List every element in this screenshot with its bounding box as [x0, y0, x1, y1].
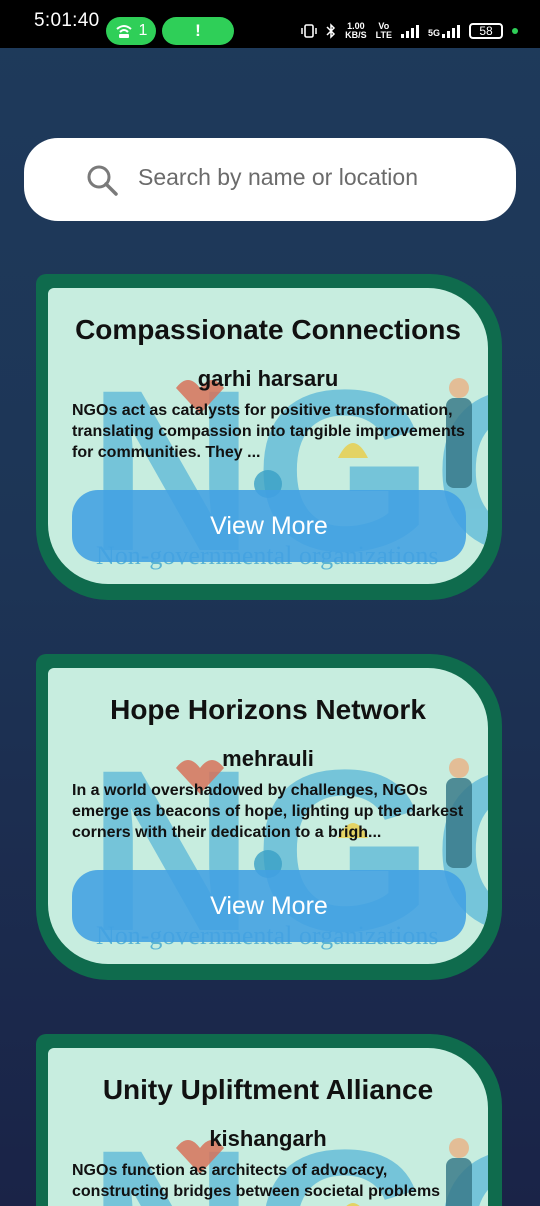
card-description: NGOs act as catalysts for positive trans… [72, 402, 465, 461]
alert-indicator[interactable]: ! [162, 17, 234, 45]
status-bar: 5:01:40 1 ! 1.00 KB/S Vo LTE [0, 0, 540, 48]
volte-bottom: LTE [375, 30, 392, 40]
ngo-watermark-image: NGO Non-governmental organizations [88, 1102, 488, 1206]
card-title: Compassionate Connections [75, 314, 461, 345]
status-time: 5:01:40 [34, 10, 100, 31]
battery-icon: 58 [469, 23, 503, 39]
card-location: kishangarh [209, 1126, 327, 1151]
hotspot-indicator[interactable]: 1 [106, 17, 156, 45]
view-more-button[interactable]: View More [72, 870, 466, 942]
net-speed-unit: KB/S [345, 30, 367, 40]
search-icon [87, 165, 118, 196]
card-description: In a world overshadowed by challenges, N… [72, 782, 464, 841]
alert-icon: ! [195, 21, 201, 40]
card-title: Hope Horizons Network [110, 694, 426, 725]
bluetooth-icon [326, 23, 336, 39]
ngo-card[interactable]: NGO Non-governmental organizations Compa… [36, 274, 502, 600]
view-more-button[interactable]: View More [72, 490, 466, 562]
search-input[interactable]: Search by name or location [138, 164, 418, 190]
ngo-card[interactable]: NGO Non-governmental organizations Hope … [36, 654, 502, 980]
status-icons: 1.00 KB/S Vo LTE 5G 58 [301, 17, 518, 45]
net-speed-value: 1.00 [347, 21, 365, 31]
ngo-card[interactable]: NGO Non-governmental organizations Unity… [36, 1034, 502, 1206]
wifi-hotspot-icon [115, 25, 132, 38]
card-title: Unity Upliftment Alliance [102, 1074, 434, 1105]
vibrate-icon [301, 24, 317, 38]
watermark-letters: NGO [88, 1102, 488, 1206]
volte-top: Vo [378, 21, 390, 31]
net-5g-label: 5G [427, 28, 440, 38]
privacy-dot [512, 28, 518, 34]
signal-5g-icon: 5G [428, 24, 460, 38]
battery-level: 58 [479, 24, 493, 38]
card-description: NGOs function as architects of advocacy,… [72, 1162, 441, 1200]
ngo-watermark-image: NGO Non-governmental organizations [88, 342, 488, 584]
card-location: mehrauli [222, 746, 314, 771]
volte-indicator: Vo LTE [376, 22, 392, 40]
search-bar[interactable]: Search by name or location [24, 138, 516, 221]
card-location: garhi harsaru [197, 366, 339, 391]
hotspot-count: 1 [138, 22, 148, 39]
signal-icon [400, 24, 419, 38]
network-speed: 1.00 KB/S [345, 22, 367, 40]
